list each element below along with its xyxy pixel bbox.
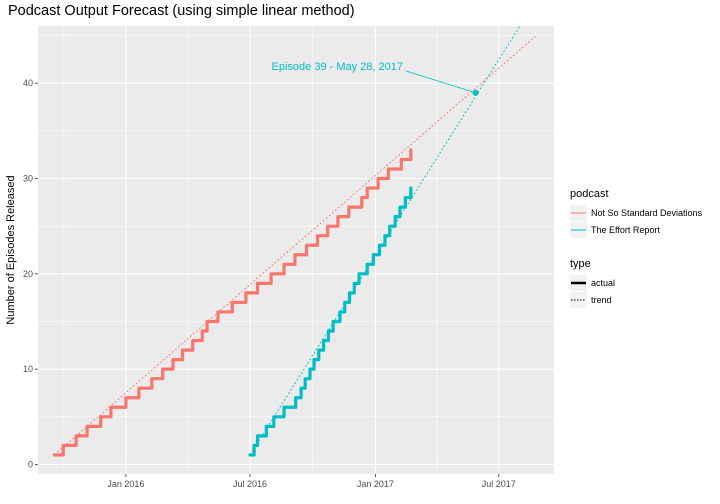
actual-line-the-effort-report: [248, 186, 413, 457]
legend-label: actual: [591, 278, 615, 288]
y-tick-label: 10: [23, 364, 33, 374]
annotation-label: Episode 39 - May 28, 2017: [272, 61, 403, 73]
x-tick-label: Jul 2017: [482, 479, 516, 489]
x-tick-label: Jan 2016: [107, 479, 144, 489]
chart-title: Podcast Output Forecast (using simple li…: [8, 3, 355, 19]
y-axis-title: Number of Episodes Released: [5, 175, 17, 324]
legend: podcast Not So Standard Deviations The Eff…: [570, 188, 703, 308]
x-axis: Jan 2016 Jul 2016 Jan 2017 Jul 2017: [107, 474, 516, 489]
x-tick-label: Jan 2017: [357, 479, 394, 489]
annotation-leader: [405, 70, 476, 94]
data-layer: [52, 26, 537, 457]
x-tick-label: Jul 2016: [233, 479, 267, 489]
y-tick-label: 0: [28, 459, 33, 469]
legend-title: type: [570, 258, 591, 270]
y-tick-label: 20: [23, 269, 33, 279]
y-tick-label: 30: [23, 174, 33, 184]
actual-line-not-so-standard-deviations: [52, 148, 413, 457]
legend-label: trend: [591, 295, 612, 305]
y-tick-label: 40: [23, 78, 33, 88]
legend-title: podcast: [570, 188, 609, 200]
plot-panel: Episode 39 - May 28, 2017: [38, 26, 554, 474]
trend-line-the-effort-report: [249, 26, 521, 456]
trend-line-not-so-standard-deviations: [54, 35, 537, 456]
legend-label: The Effort Report: [591, 225, 660, 235]
y-axis: 0 10 20 30 40 Number of Episodes Released: [5, 78, 38, 469]
legend-label: Not So Standard Deviations: [591, 208, 703, 218]
